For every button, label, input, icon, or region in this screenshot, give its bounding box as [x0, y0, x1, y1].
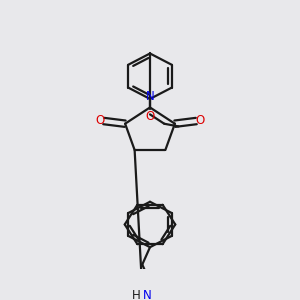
Text: N: N — [143, 289, 152, 300]
Text: N: N — [146, 90, 154, 104]
Text: O: O — [195, 114, 205, 127]
Text: O: O — [146, 110, 154, 123]
Text: O: O — [95, 114, 105, 127]
Text: H: H — [132, 289, 141, 300]
